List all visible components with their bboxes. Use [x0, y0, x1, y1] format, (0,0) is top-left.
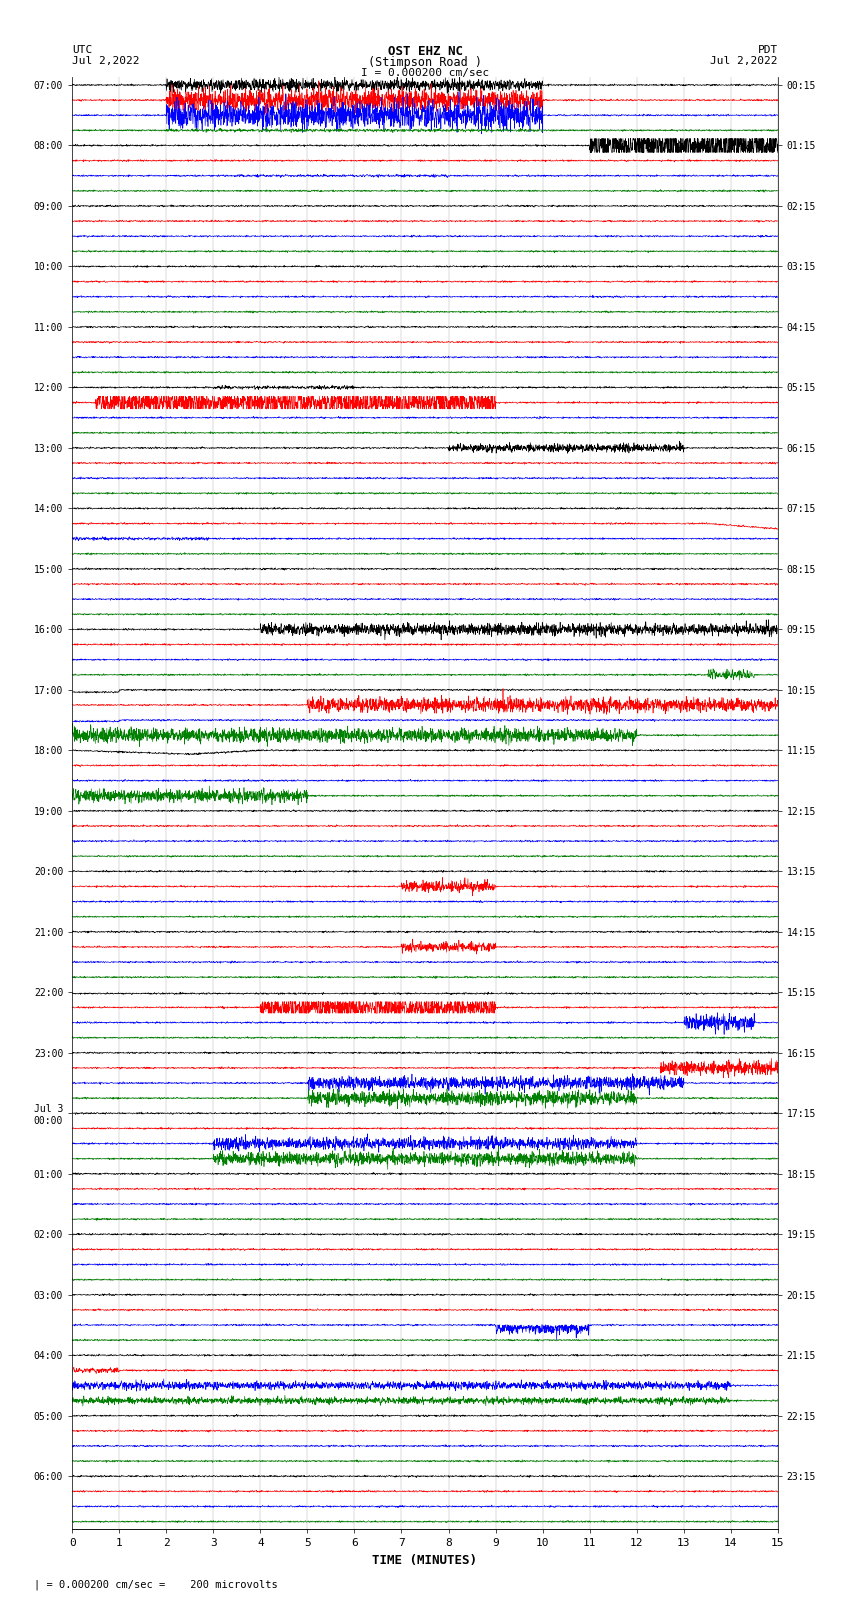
- Text: Jul 2,2022: Jul 2,2022: [72, 56, 139, 66]
- Text: PDT: PDT: [757, 45, 778, 55]
- Text: | = 0.000200 cm/sec =    200 microvolts: | = 0.000200 cm/sec = 200 microvolts: [34, 1579, 278, 1590]
- X-axis label: TIME (MINUTES): TIME (MINUTES): [372, 1553, 478, 1566]
- Text: (Stimpson Road ): (Stimpson Road ): [368, 56, 482, 69]
- Text: UTC: UTC: [72, 45, 93, 55]
- Text: Jul 2,2022: Jul 2,2022: [711, 56, 778, 66]
- Text: I = 0.000200 cm/sec: I = 0.000200 cm/sec: [361, 68, 489, 77]
- Text: OST EHZ NC: OST EHZ NC: [388, 45, 462, 58]
